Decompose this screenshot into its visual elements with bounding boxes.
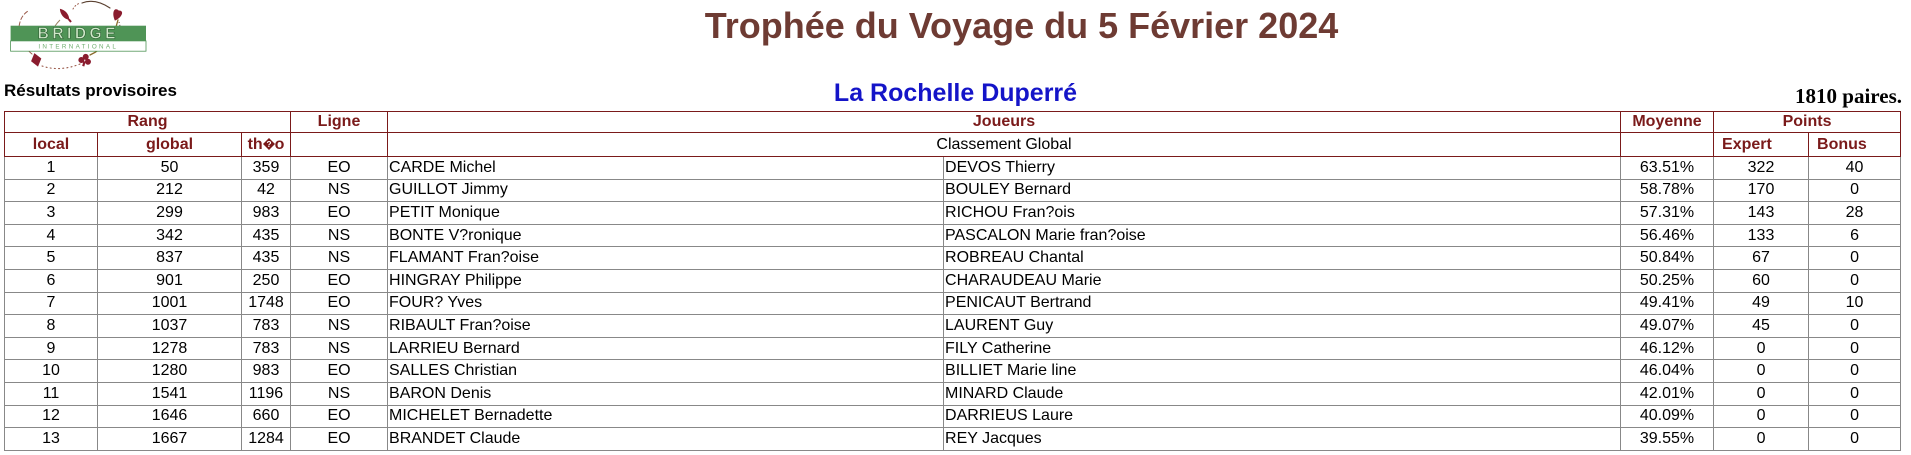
svg-text:INTERNATIONAL: INTERNATIONAL bbox=[38, 43, 118, 50]
svg-text:BRIDGE: BRIDGE bbox=[38, 25, 119, 42]
svg-text:?: ? bbox=[266, 139, 271, 149]
